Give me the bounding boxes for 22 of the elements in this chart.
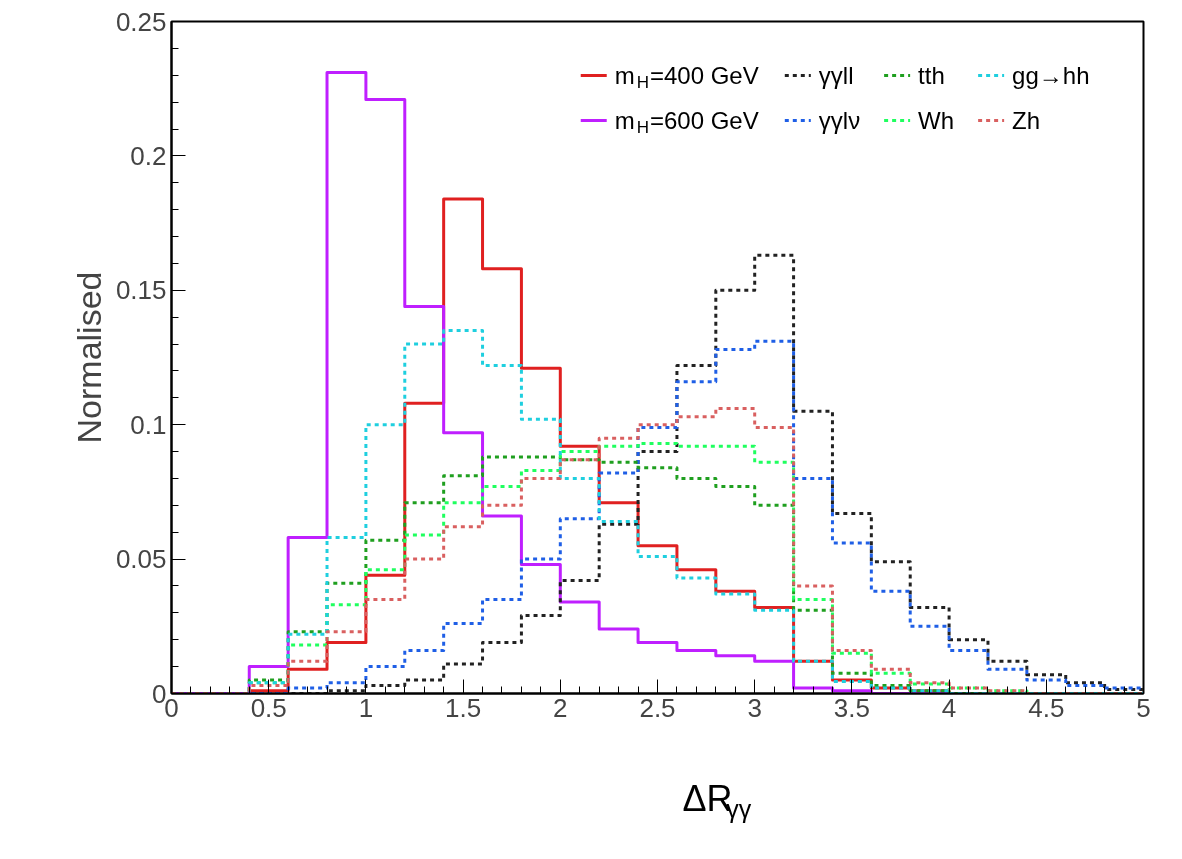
legend-label: Zh <box>1012 107 1041 134</box>
x-tick-label: 3.5 <box>833 692 870 723</box>
x-tick-label: 0.5 <box>250 692 287 723</box>
x-tick-label: 4 <box>941 692 957 723</box>
x-tick-label: 1.5 <box>445 692 482 723</box>
x-tick-label: 5 <box>1136 692 1151 723</box>
legend-label: γγll <box>818 62 854 89</box>
x-tick-label: 2.5 <box>639 692 676 723</box>
x-tick-label: 4.5 <box>1028 692 1065 723</box>
legend-label: gg→hh <box>1012 62 1090 89</box>
legend-label: Wh <box>918 107 955 134</box>
y-tick-label: 0.05 <box>115 544 167 575</box>
x-tick-label: 3 <box>747 692 762 723</box>
x-tick-label: 1 <box>358 692 374 723</box>
legend-label: tth <box>918 62 945 89</box>
y-axis-title: Normalised <box>69 271 108 444</box>
legend-label: γγlν <box>818 107 861 134</box>
y-tick-label: 0.1 <box>130 409 167 440</box>
y-tick-label: 0.2 <box>130 140 167 171</box>
x-tick-label: 2 <box>553 692 568 723</box>
y-tick-label: 0.15 <box>115 275 167 306</box>
y-tick-label: 0.25 <box>115 6 167 37</box>
